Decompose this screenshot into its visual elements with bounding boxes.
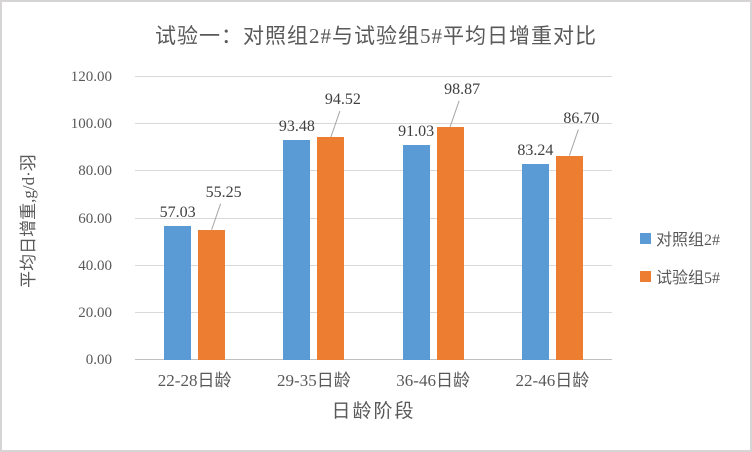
- gridline: [135, 170, 612, 172]
- legend: 对照组2# 试验组5#: [640, 226, 720, 302]
- chart-title: 试验一：对照组2#与试验组5#平均日增重对比: [155, 24, 597, 48]
- bar-series1: [521, 163, 549, 360]
- data-label: 98.87: [444, 80, 481, 98]
- data-label: 86.70: [563, 109, 600, 127]
- y-axis-title: 平均日增重,g/d·羽: [19, 154, 38, 288]
- legend-label: 对照组2#: [656, 232, 721, 249]
- y-tick-label: 20.00: [78, 304, 112, 321]
- gridline: [135, 264, 612, 266]
- data-label: 93.48: [278, 117, 315, 135]
- bar-series2: [436, 126, 464, 360]
- x-tick-label: 36-46日龄: [396, 371, 470, 390]
- gridline: [135, 311, 612, 313]
- gridline: [135, 123, 612, 125]
- gridline: [135, 76, 612, 77]
- y-tick-label: 120.00: [70, 69, 112, 85]
- bar-series2: [317, 137, 345, 360]
- data-label: 83.24: [517, 141, 554, 159]
- bar-series2: [198, 229, 226, 360]
- x-axis-line: [135, 359, 612, 360]
- data-label: 55.25: [205, 183, 242, 201]
- legend-item-test: 试验组5#: [640, 264, 720, 288]
- x-tick-label: 22-46日龄: [515, 371, 590, 390]
- y-tick-label: 60.00: [78, 210, 112, 227]
- plot-area: 57.03 55.25 93.48 94.52 91.03 98.87 83.24 86.70: [135, 76, 612, 360]
- bar-series2: [555, 155, 583, 360]
- x-tick-label: 29-35日龄: [277, 371, 351, 390]
- data-label: 94.52: [324, 91, 361, 109]
- x-tick-label: 22-28日龄: [157, 371, 232, 390]
- legend-item-control: 对照组2#: [640, 226, 720, 250]
- y-tick-label: 80.00: [78, 163, 112, 180]
- x-axis-title: 日龄阶段: [331, 401, 416, 422]
- y-tick-label: 0.00: [85, 352, 112, 368]
- y-tick-label: 40.00: [78, 257, 112, 274]
- legend-label: 试验组5#: [656, 270, 721, 287]
- bar-series1: [164, 225, 192, 360]
- data-label: 57.03: [159, 203, 196, 221]
- data-label: 91.03: [398, 123, 435, 141]
- bar-series1: [402, 145, 430, 360]
- legend-swatch-icon: [640, 270, 651, 282]
- y-tick-label: 100.00: [70, 116, 112, 133]
- bar-series1: [283, 139, 311, 360]
- gridline: [135, 217, 612, 219]
- legend-swatch-icon: [640, 232, 651, 244]
